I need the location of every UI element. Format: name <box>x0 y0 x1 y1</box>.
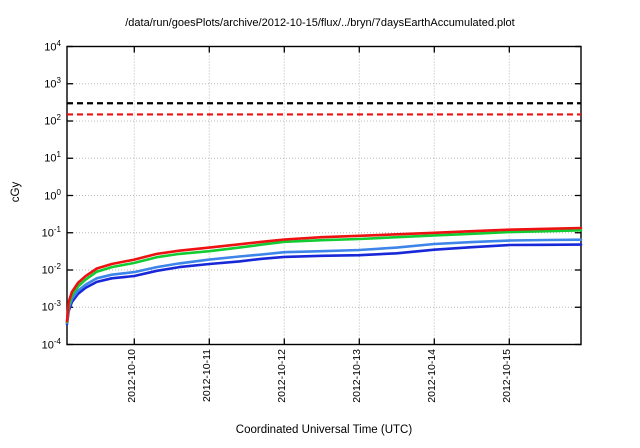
x-tick-label-2012-10-13: 2012-10-13 <box>351 348 364 403</box>
dark-blue-curve <box>65 243 583 326</box>
y-tick-label-1e-3: 10-3 <box>41 299 61 314</box>
y-tick-label-1e-1: 10-1 <box>41 224 61 240</box>
y-axis-label: cGy <box>10 181 22 203</box>
x-tick-label-2012-10-11: 2012-10-11 <box>201 348 214 402</box>
x-tick-label-2012-10-15: 2012-10-15 <box>501 348 514 403</box>
x-tick-label-2012-10-14: 2012-10-14 <box>426 348 439 403</box>
y-tick-label-1e4: 104 <box>44 38 61 54</box>
y-tick-label-1e2: 102 <box>44 113 61 128</box>
red-curve <box>65 226 583 323</box>
y-tick-label-1e3: 103 <box>44 75 61 91</box>
x-tick-label-2012-10-10: 2012-10-10 <box>126 348 139 403</box>
x-axis-label: Coordinated Universal Time (UTC) <box>235 424 413 436</box>
plot-border <box>66 45 582 346</box>
y-tick-label-1e-2: 10-2 <box>41 262 61 277</box>
y-tick-label-1e-4: 10-4 <box>41 336 61 352</box>
green-curve <box>65 229 583 324</box>
y-tick-label-1e0: 100 <box>44 187 61 203</box>
light-blue-curve <box>65 238 583 325</box>
plot-title: /data/run/goesPlots/archive/2012-10-15/f… <box>125 17 515 29</box>
y-tick-label-1e1: 101 <box>44 150 61 165</box>
x-tick-label-2012-10-12: 2012-10-12 <box>276 348 289 403</box>
